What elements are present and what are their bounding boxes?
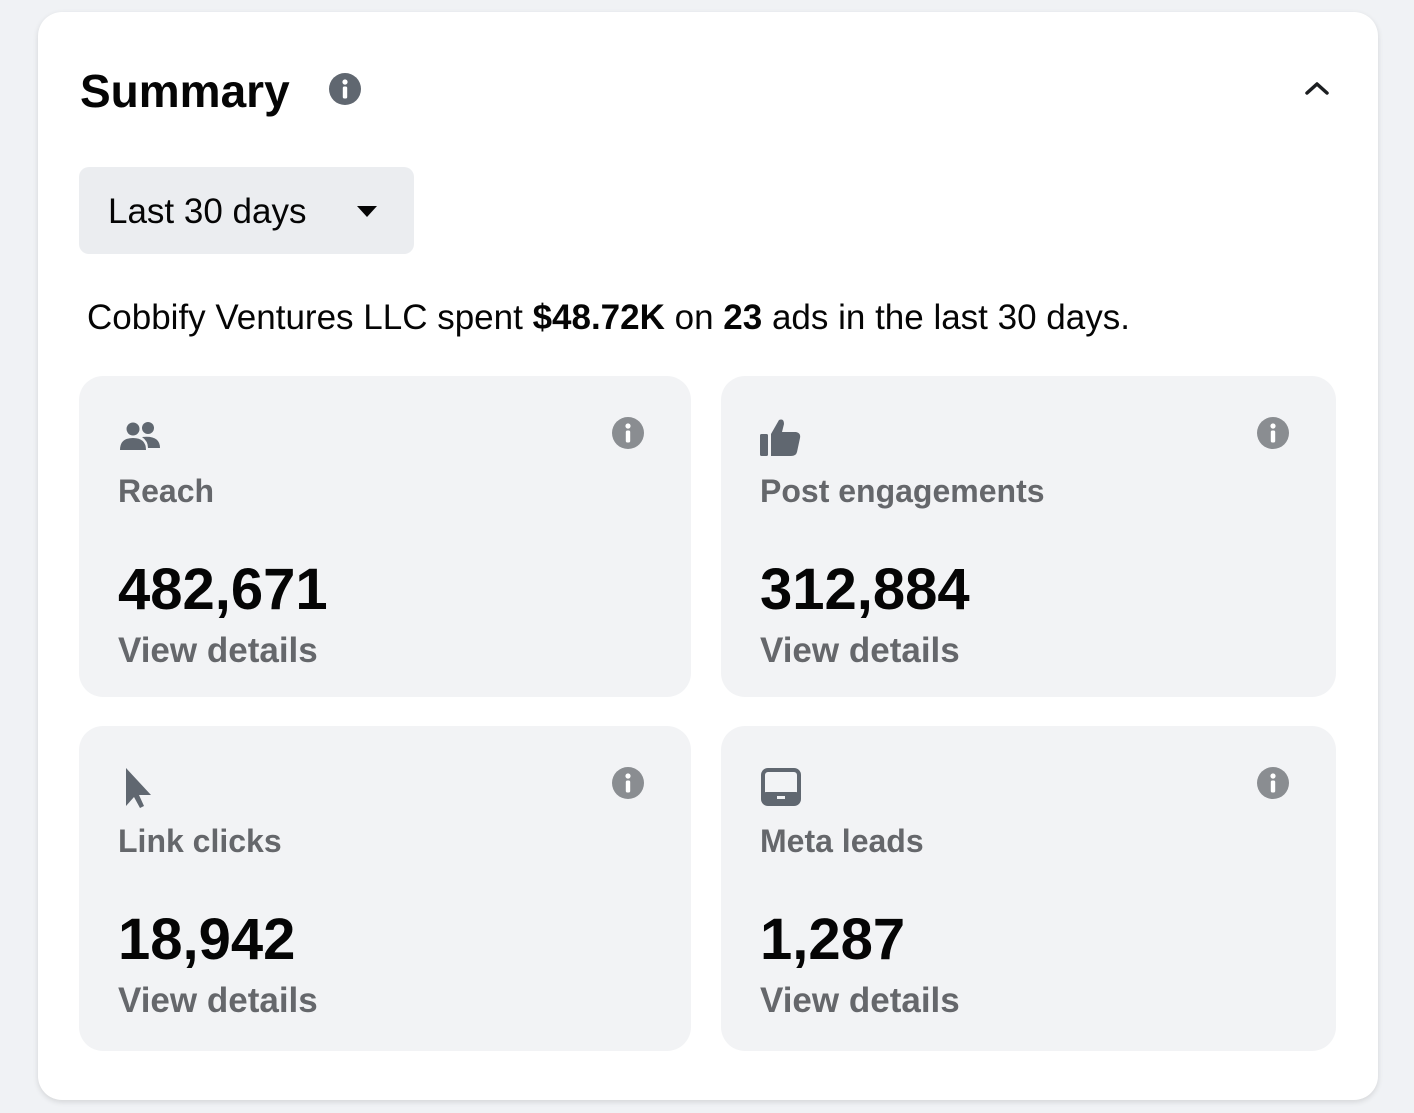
metric-value: 312,884 (760, 557, 970, 622)
collapse-chevron[interactable] (1302, 76, 1332, 100)
metric-label: Link clicks (118, 823, 282, 859)
summary-text: ads in the last 30 days. (762, 298, 1130, 337)
info-icon[interactable] (611, 416, 645, 450)
summary-text: on (664, 298, 724, 337)
info-icon[interactable] (611, 766, 645, 800)
view-details-link[interactable]: View details (760, 631, 960, 670)
info-icon[interactable] (1256, 766, 1290, 800)
cursor-icon (126, 768, 151, 808)
metric-value: 482,671 (118, 557, 328, 622)
metric-label: Reach (118, 473, 215, 509)
view-details-link[interactable]: View details (760, 981, 960, 1020)
engagement-icon (760, 419, 801, 456)
metric-label: Post engagements (760, 473, 1045, 509)
spend-summary: Cobbify Ventures LLC spent $48.72K on 23… (87, 298, 1130, 338)
reach-icon (120, 422, 160, 450)
title: Summary (80, 65, 290, 117)
date-range-dropdown[interactable]: Last 30 days (79, 167, 414, 254)
summary-amount: $48.72K (532, 298, 665, 337)
summary-text: Cobbify Ventures LLC spent (87, 298, 533, 337)
metric-card: Meta leads 1,287 View details (721, 726, 1336, 1051)
metric-card: Link clicks 18,942 View details (79, 726, 691, 1051)
metric-card: Post engagements 312,884 View details (721, 376, 1336, 697)
metric-value: 1,287 (760, 907, 906, 972)
metric-card: Reach 482,671 View details (79, 376, 691, 697)
info-icon[interactable] (1256, 416, 1290, 450)
view-details-link[interactable]: View details (118, 981, 318, 1020)
dropdown-label: Last 30 days (108, 192, 307, 231)
metric-label: Meta leads (760, 823, 924, 859)
leads-icon (761, 768, 801, 806)
info-icon[interactable] (328, 72, 362, 106)
dropdown-caret (357, 206, 377, 217)
summary-panel: Summary Last 30 days Cobbify Ventures LL… (38, 12, 1378, 1100)
summary-ad-count: 23 (723, 298, 763, 337)
metric-value: 18,942 (118, 907, 296, 972)
view-details-link[interactable]: View details (118, 631, 318, 670)
